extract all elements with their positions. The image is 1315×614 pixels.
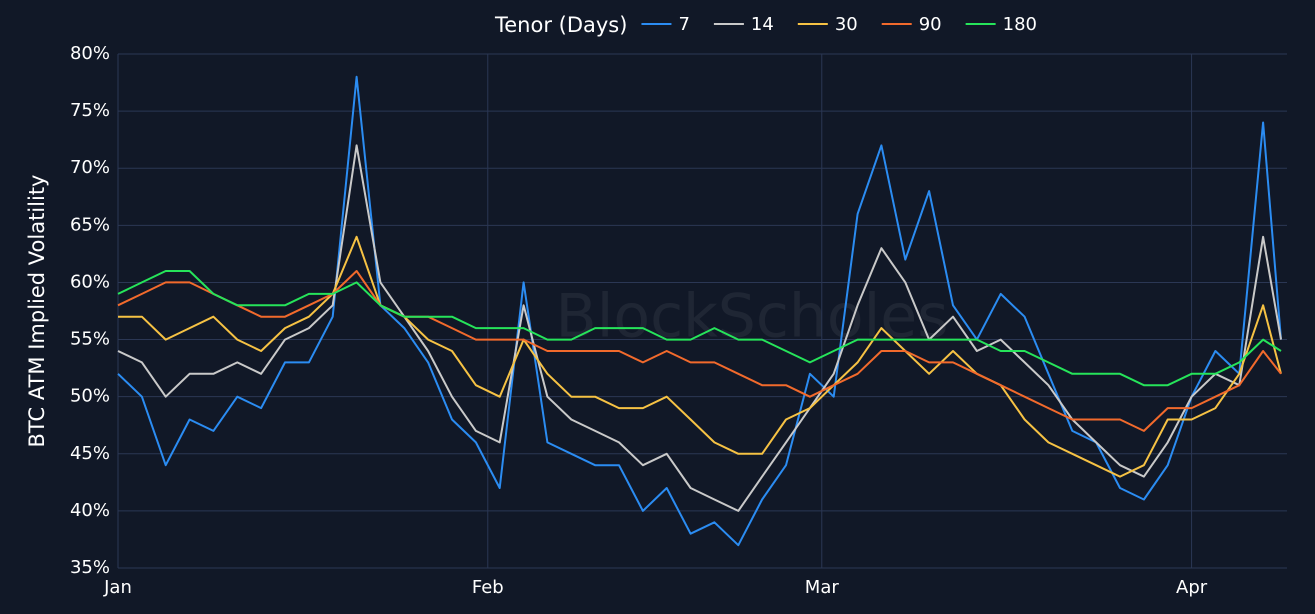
legend-label: 30 [835,14,858,35]
series-line [117,270,1282,432]
x-tick-label: Apr [1176,577,1208,598]
y-tick-label: 75% [70,100,110,121]
legend-label: 90 [919,14,942,35]
y-tick-label: 35% [70,557,110,578]
legend-title: Tenor (Days) [494,13,627,37]
x-tick-label: Feb [472,577,504,598]
y-tick-label: 50% [70,386,110,407]
y-tick-label: 40% [70,500,110,521]
series-line [117,75,1282,547]
series-line [118,235,1282,478]
x-tick-label: Jan [103,577,132,598]
legend-label: 7 [678,14,689,35]
legend-label: 180 [1003,14,1037,35]
legend-label: 14 [751,14,774,35]
x-tick-label: Mar [805,577,840,598]
y-tick-label: 70% [70,157,110,178]
y-tick-label: 80% [70,43,110,64]
y-tick-label: 60% [70,271,110,292]
series-line [117,144,1282,512]
y-tick-label: 65% [70,214,110,235]
series-line [117,270,1282,387]
y-axis-title: BTC ATM Implied Volatility [25,175,49,448]
y-tick-label: 55% [70,329,110,350]
y-tick-label: 45% [70,443,110,464]
watermark: BlockScholes [556,282,949,352]
